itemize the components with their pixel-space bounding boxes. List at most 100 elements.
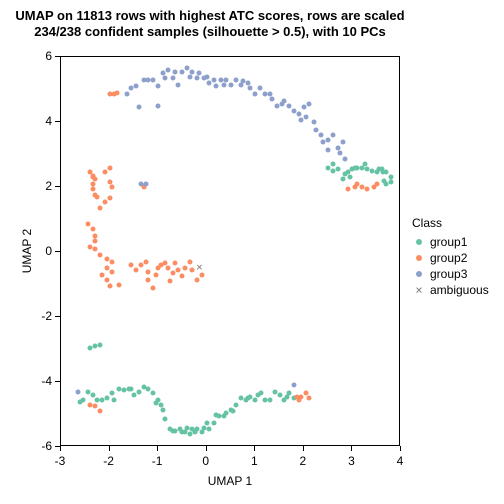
scatter-point-group1 — [199, 430, 204, 435]
y-tick-label: -6 — [32, 439, 52, 453]
scatter-point-group3 — [224, 77, 229, 82]
scatter-point-group1 — [131, 393, 136, 398]
y-tick-label: 4 — [32, 114, 52, 128]
x-tick-label: -2 — [103, 454, 114, 468]
x-tick-label: 0 — [202, 454, 209, 468]
scatter-point-group2 — [110, 185, 115, 190]
scatter-point-group3 — [331, 133, 336, 138]
scatter-point-group3 — [311, 120, 316, 125]
scatter-point-group2 — [85, 222, 90, 227]
scatter-point-group3 — [343, 157, 348, 162]
scatter-point-group1 — [335, 167, 340, 172]
scatter-point-group2 — [90, 186, 95, 191]
x-tick-mark — [254, 446, 255, 451]
legend-title: Class — [412, 216, 489, 230]
scatter-point-group3 — [156, 84, 161, 89]
scatter-point-group2 — [139, 263, 144, 268]
scatter-point-group1 — [212, 420, 217, 425]
scatter-point-group2 — [187, 259, 192, 264]
scatter-point-group3 — [292, 383, 297, 388]
legend-item: group3 — [412, 266, 489, 282]
y-tick-label: 6 — [32, 49, 52, 63]
legend-swatch — [412, 271, 426, 277]
x-tick-mark — [351, 446, 352, 451]
scatter-point-group3 — [173, 69, 178, 74]
scatter-point-group2 — [153, 272, 158, 277]
y-tick-mark — [55, 446, 60, 447]
legend-label: group2 — [430, 251, 467, 265]
legend-label: ambiguous — [430, 283, 489, 297]
scatter-point-group1 — [207, 427, 212, 432]
scatter-point-group1 — [112, 397, 117, 402]
scatter-point-group3 — [214, 84, 219, 89]
x-tick-label: 4 — [397, 454, 404, 468]
scatter-point-group3 — [253, 92, 258, 97]
scatter-point-group1 — [224, 410, 229, 415]
scatter-point-group2 — [175, 267, 180, 272]
scatter-point-group2 — [97, 253, 102, 258]
legend-item: group1 — [412, 234, 489, 250]
scatter-point-group1 — [384, 170, 389, 175]
legend-swatch: × — [412, 283, 426, 297]
legend-label: group1 — [430, 235, 467, 249]
plot-area: × — [60, 56, 400, 446]
x-tick-label: 1 — [251, 454, 258, 468]
scatter-point-group3 — [233, 77, 238, 82]
scatter-point-group2 — [306, 396, 311, 401]
scatter-point-group1 — [233, 402, 238, 407]
scatter-point-group2 — [180, 274, 185, 279]
y-tick-mark — [55, 251, 60, 252]
scatter-point-group2 — [151, 285, 156, 290]
scatter-point-group1 — [90, 393, 95, 398]
x-tick-mark — [157, 446, 158, 451]
scatter-point-group3 — [301, 105, 306, 110]
scatter-point-group3 — [187, 74, 192, 79]
scatter-point-group1 — [105, 396, 110, 401]
scatter-point-group3 — [165, 68, 170, 73]
scatter-point-group3 — [270, 97, 275, 102]
scatter-point-group3 — [180, 69, 185, 74]
scatter-point-group2 — [93, 404, 98, 409]
scatter-point-group1 — [204, 420, 209, 425]
scatter-point-group2 — [117, 282, 122, 287]
scatter-point-group3 — [163, 76, 168, 81]
scatter-point-group3 — [318, 133, 323, 138]
scatter-point-group3 — [197, 71, 202, 76]
legend-swatch — [412, 255, 426, 261]
scatter-point-group2 — [165, 266, 170, 271]
scatter-point-group2 — [374, 181, 379, 186]
scatter-point-group2 — [299, 394, 304, 399]
legend-item: group2 — [412, 250, 489, 266]
y-tick-mark — [55, 56, 60, 57]
scatter-point-group1 — [97, 342, 102, 347]
scatter-point-group3 — [248, 85, 253, 90]
scatter-point-group2 — [110, 269, 115, 274]
scatter-point-group2 — [93, 246, 98, 251]
scatter-point-group3 — [326, 137, 331, 142]
scatter-point-group2 — [107, 196, 112, 201]
scatter-point-group2 — [190, 267, 195, 272]
legend-swatch — [412, 239, 426, 245]
scatter-point-group2 — [144, 259, 149, 264]
scatter-point-group2 — [365, 186, 370, 191]
scatter-point-group3 — [170, 76, 175, 81]
scatter-point-group3 — [212, 77, 217, 82]
scatter-point-group3 — [76, 389, 81, 394]
scatter-point-group2 — [146, 277, 151, 282]
x-tick-mark — [109, 446, 110, 451]
scatter-point-group2 — [182, 266, 187, 271]
scatter-point-group3 — [221, 82, 226, 87]
scatter-point-group1 — [129, 386, 134, 391]
scatter-point-group1 — [163, 417, 168, 422]
scatter-point-group1 — [331, 162, 336, 167]
figure: UMAP on 11813 rows with highest ATC scor… — [0, 0, 504, 504]
legend-item: × ambiguous — [412, 282, 489, 298]
scatter-point-group3 — [287, 103, 292, 108]
scatter-point-group3 — [338, 150, 343, 155]
scatter-point-group1 — [136, 389, 141, 394]
scatter-point-group3 — [304, 115, 309, 120]
scatter-point-group2 — [114, 90, 119, 95]
scatter-point-group1 — [146, 386, 151, 391]
scatter-point-group2 — [107, 165, 112, 170]
y-tick-label: -4 — [32, 374, 52, 388]
